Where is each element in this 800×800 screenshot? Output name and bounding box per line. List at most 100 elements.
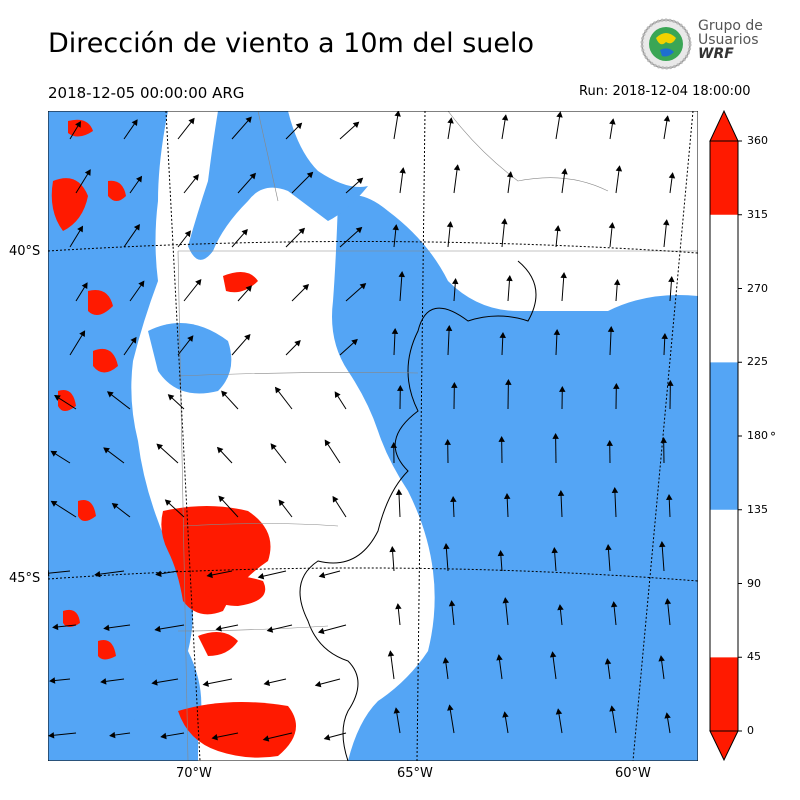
wind-arrow-head-105 <box>551 547 558 554</box>
wind-arrow-head-42 <box>398 271 405 278</box>
wind-arrow-head-112 <box>266 626 274 633</box>
colorbar-tick-label: 270 <box>747 281 768 295</box>
wind-arrow-head-33 <box>554 225 561 232</box>
blue-west-coast <box>48 111 202 761</box>
colorbar-band-2 <box>710 362 738 510</box>
blue-patch-mid <box>148 323 232 394</box>
logo-text: Grupo de Usuarios WRF <box>698 19 763 61</box>
wind-arrow-head-30 <box>392 224 399 231</box>
wind-arrow-head-138 <box>393 707 401 714</box>
wind-arrow-head-14 <box>192 174 199 181</box>
wind-arrow-head-78 <box>390 441 398 448</box>
wind-arrow-head-49 <box>130 336 137 344</box>
colorbar-tick-marks <box>738 140 742 732</box>
lon-line-60w <box>632 111 694 761</box>
colorbar-tick-label: 225 <box>747 355 768 369</box>
province-borders <box>177 111 698 761</box>
wind-arrow-head-7 <box>447 117 454 124</box>
wind-arrow-head-25 <box>133 223 140 231</box>
wind-arrow-head-50 <box>187 335 194 342</box>
wind-arrow-head-4 <box>295 122 303 130</box>
wind-arrow-head-115 <box>448 600 456 607</box>
wind-arrow-head-113 <box>317 627 325 635</box>
wind-arrow-head-137 <box>323 734 331 741</box>
colorbar-unit: ° <box>770 430 776 444</box>
lat-line-40s <box>48 240 698 254</box>
wind-arrow-head-55 <box>445 324 453 332</box>
wind-arrow-head-121 <box>100 678 107 685</box>
wind-arrow-head-27 <box>241 228 248 236</box>
wind-arrow-head-9 <box>556 111 563 118</box>
wind-arrow-head-129 <box>549 651 557 658</box>
wind-arrow-head-61 <box>106 391 114 398</box>
wind-arrow-head-85 <box>111 502 119 510</box>
globe-logo-icon <box>640 18 692 70</box>
wind-arrow-head-126 <box>387 650 395 657</box>
wind-arrow-head-34 <box>608 222 616 229</box>
wind-arrow-head-133 <box>109 731 116 739</box>
colorbar-band-0 <box>710 657 738 731</box>
red-west-8 <box>98 640 116 660</box>
graticule <box>48 111 698 761</box>
wind-arrow-head-111 <box>215 625 222 632</box>
wind-arrow-head-89 <box>332 495 339 503</box>
wind-arrow-head-45 <box>560 272 567 279</box>
wind-arrow-head-108 <box>52 623 59 631</box>
blue-patch-south <box>108 664 188 723</box>
wind-arrow-head-41 <box>359 283 367 290</box>
wind-arrow-head-87 <box>218 495 225 503</box>
wind-arrow-head-48 <box>79 330 86 337</box>
run-time: Run: 2018-12-04 18:00:00 <box>579 84 751 99</box>
wind-arrow-head-60 <box>54 394 61 401</box>
wind-arrow-head-83 <box>660 436 667 443</box>
wind-arrow-head-107 <box>659 541 666 548</box>
wind-arrow-head-74 <box>156 443 163 450</box>
wind-arrow-head-46 <box>613 279 621 286</box>
wind-arrow-head-31 <box>446 221 454 228</box>
wind-arrow-head-18 <box>399 167 406 174</box>
lat-label-45s: 45°S <box>9 571 41 586</box>
wind-arrow-head-21 <box>561 168 568 175</box>
wind-arrow-head-62 <box>167 394 175 401</box>
wind-arrow-head-114 <box>395 603 402 610</box>
wind-arrow-head-63 <box>221 390 228 398</box>
lon-line-70w <box>165 111 201 761</box>
wind-arrow-head-116 <box>502 597 509 604</box>
wind-arrow-head-132 <box>48 732 55 739</box>
wind-arrow-head-38 <box>195 279 202 286</box>
wind-arrow-head-142 <box>609 705 616 712</box>
wind-arrow-head-79 <box>444 438 451 445</box>
wind-arrow-head-19 <box>453 164 461 171</box>
border-4 <box>177 625 329 632</box>
red-regions <box>51 119 296 758</box>
lon-label-65w: 65°W <box>397 766 433 781</box>
wind-arrow-head-110 <box>154 625 161 633</box>
wind-arrow-head-134 <box>160 732 167 740</box>
wind-arrow-head-104 <box>497 550 505 557</box>
wind-arrow-head-106 <box>605 544 612 551</box>
wind-arrow-head-136 <box>262 735 270 742</box>
wind-arrow-head-28 <box>298 227 306 235</box>
wind-arrow-head-75 <box>216 446 224 454</box>
wind-arrow-head-35 <box>663 219 670 226</box>
wind-arrow-head-69 <box>559 385 566 392</box>
wind-arrow-head-0 <box>75 121 81 128</box>
wind-arrow-head-120 <box>49 677 56 684</box>
wind-arrow-head-88 <box>278 499 285 507</box>
wind-arrow-head-135 <box>211 733 218 741</box>
wind-arrow-head-11 <box>663 115 671 122</box>
wind-arrow-head-6 <box>394 111 401 117</box>
wind-arrow-head-143 <box>664 712 671 719</box>
blue-north-band <box>188 111 368 260</box>
wind-arrow-head-93 <box>557 489 565 497</box>
border-3 <box>182 523 339 527</box>
wind-arrow-head-92 <box>503 492 511 500</box>
wind-arrow-head-67 <box>451 381 458 388</box>
wind-arrow-head-131 <box>658 655 665 662</box>
wind-arrow-head-32 <box>501 218 508 225</box>
valid-time: 2018-12-05 00:00:00 ARG <box>48 84 245 102</box>
wind-arrow-head-40 <box>302 284 310 291</box>
colorbar-bottom-arrow <box>709 730 739 762</box>
colorbar-tick-label: 45 <box>747 650 761 664</box>
red-patch-1 <box>161 506 271 615</box>
